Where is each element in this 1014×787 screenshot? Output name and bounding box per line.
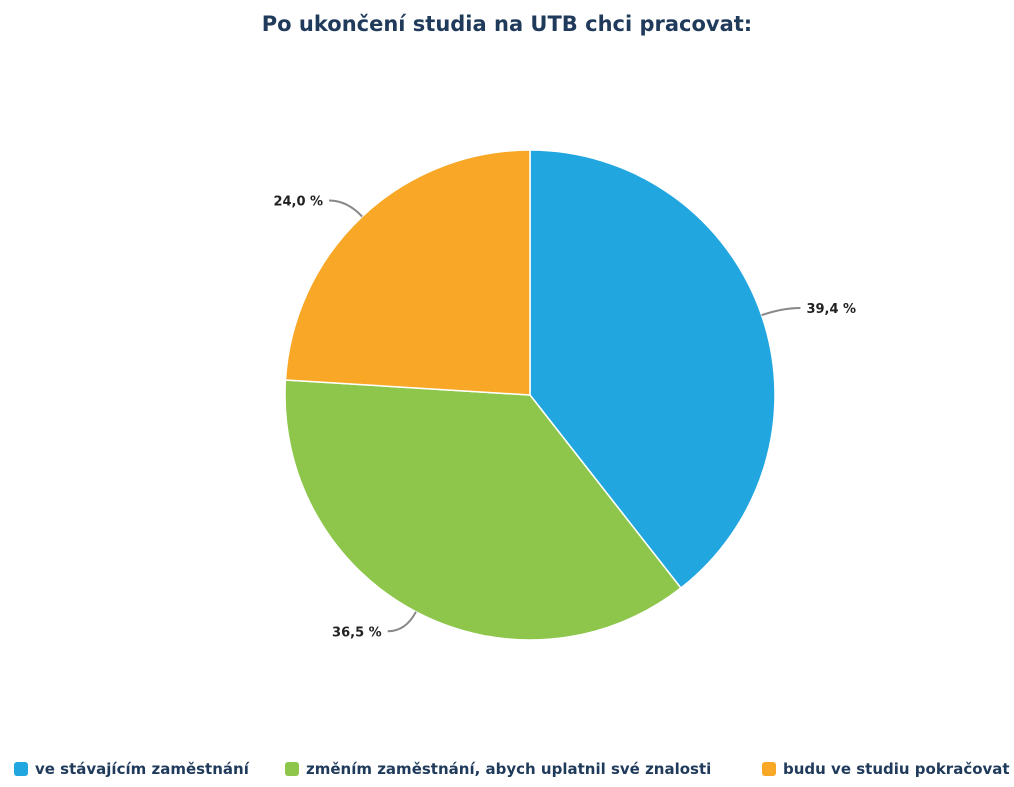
pie-slice-budu[interactable]: [284, 149, 531, 396]
legend-swatch: [762, 762, 776, 776]
data-label-ve-stavajicim: 39,4 %: [806, 302, 856, 317]
data-label-zmenim: 36,5 %: [332, 625, 382, 640]
pie-slice-zmenim[interactable]: [284, 379, 682, 641]
data-label-connector: [329, 199, 363, 218]
legend-item-zmenim[interactable]: změním zaměstnání, abych uplatnil své zn…: [285, 760, 711, 778]
legend-swatch: [14, 762, 28, 776]
legend-swatch: [285, 762, 299, 776]
pie-slice-ve-stavajicim[interactable]: [529, 149, 776, 590]
legend-label: změním zaměstnání, abych uplatnil své zn…: [306, 760, 712, 778]
data-label-connector: [387, 611, 417, 633]
pie-chart: 39,4 % 36,5 % 24,0 %: [273, 149, 856, 641]
legend-label: ve stávajícím zaměstnání: [35, 760, 249, 778]
legend-item-budu[interactable]: budu ve studiu pokračovat: [762, 760, 1010, 778]
legend: ve stávajícím zaměstnání změním zaměstná…: [0, 760, 1014, 787]
data-label-connector: [761, 307, 801, 317]
chart-title: Po ukončení studia na UTB chci pracovat:: [261, 12, 753, 36]
data-label-budu: 24,0 %: [273, 195, 323, 210]
legend-label: budu ve studiu pokračovat: [783, 760, 1010, 778]
legend-item-ve-stavajicim[interactable]: ve stávajícím zaměstnání: [14, 760, 249, 778]
